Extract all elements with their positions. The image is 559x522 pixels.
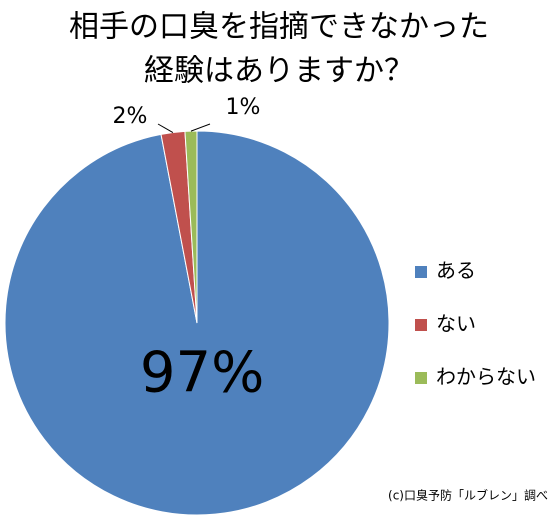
chart-title: 相手の口臭を指摘できなかった xyxy=(69,10,489,45)
legend-swatch xyxy=(415,319,427,331)
legend-label: ない xyxy=(436,312,476,336)
legend-swatch xyxy=(415,266,427,278)
data-label: 1% xyxy=(226,95,261,120)
pie-slice xyxy=(184,130,198,324)
data-label: 2% xyxy=(113,104,148,129)
chart-title: 経験はありますか？ xyxy=(144,54,414,89)
data-label: 97% xyxy=(140,341,264,406)
legend-swatch xyxy=(415,372,427,384)
leader-line xyxy=(190,123,211,132)
legend-label: ある xyxy=(436,259,476,283)
legend-label: わからない xyxy=(436,365,536,389)
source-note: (c)口臭予防「ルブレン」調べ xyxy=(388,488,548,503)
leader-line xyxy=(157,123,174,133)
